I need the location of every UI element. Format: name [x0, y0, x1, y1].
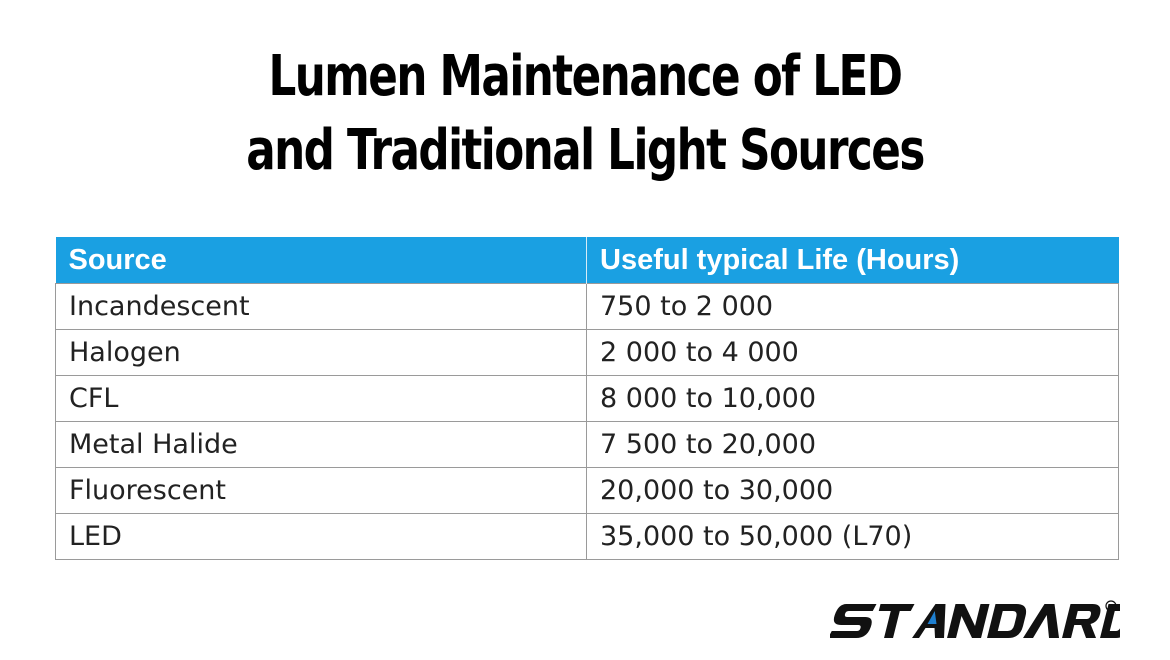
cell-life: 750 to 2 000: [586, 283, 1119, 330]
cell-source: Fluorescent: [55, 467, 587, 514]
cell-life: 7 500 to 20,000: [586, 421, 1119, 468]
standard-logo: R: [830, 600, 1120, 638]
table-row: Fluorescent 20,000 to 30,000: [55, 467, 1119, 514]
cell-source: Metal Halide: [55, 421, 587, 468]
header-source: Source: [55, 237, 587, 284]
cell-source: CFL: [55, 375, 587, 422]
lifetime-table: Source Useful typical Life (Hours) Incan…: [55, 237, 1119, 560]
cell-life: 2 000 to 4 000: [586, 329, 1119, 376]
title-line-1: Lumen Maintenance of LED: [268, 44, 904, 109]
cell-source: LED: [55, 513, 587, 560]
title-line-2: and Traditional Light Sources: [246, 118, 925, 183]
table-row: Metal Halide 7 500 to 20,000: [55, 421, 1119, 468]
cell-life: 8 000 to 10,000: [586, 375, 1119, 422]
svg-text:R: R: [1108, 604, 1113, 611]
page-title: Lumen Maintenance of LED and Traditional…: [129, 40, 1042, 188]
table-row: LED 35,000 to 50,000 (L70): [55, 513, 1119, 560]
lifetime-table-container: Source Useful typical Life (Hours) Incan…: [55, 237, 1119, 560]
cell-life: 20,000 to 30,000: [586, 467, 1119, 514]
cell-life: 35,000 to 50,000 (L70): [586, 513, 1119, 560]
header-useful-life: Useful typical Life (Hours): [586, 237, 1119, 284]
cell-source: Halogen: [55, 329, 587, 376]
table-row: CFL 8 000 to 10,000: [55, 375, 1119, 422]
table-row: Incandescent 750 to 2 000: [55, 283, 1119, 330]
table-row: Halogen 2 000 to 4 000: [55, 329, 1119, 376]
table-header-row: Source Useful typical Life (Hours): [55, 237, 1119, 284]
cell-source: Incandescent: [55, 283, 587, 330]
